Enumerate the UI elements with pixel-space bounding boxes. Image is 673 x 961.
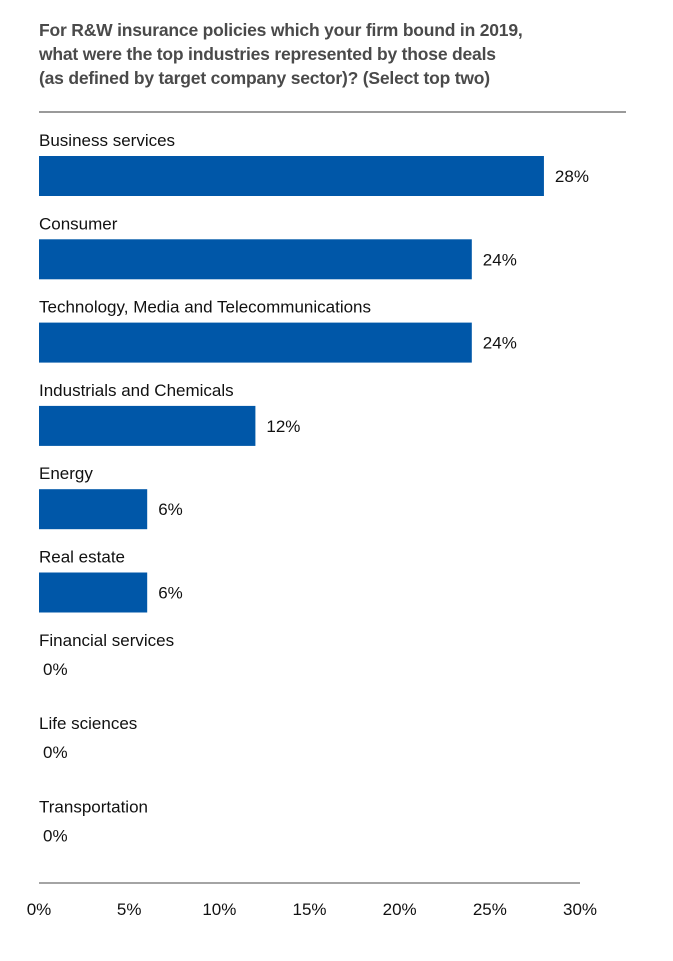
category-label: Energy [39,464,93,483]
category-label: Real estate [39,548,125,567]
x-tick-label: 15% [292,900,326,919]
value-label: 12% [266,417,300,436]
chart-title-line: (as defined by target company sector)? (… [39,68,490,88]
bar [39,239,472,280]
chart-title: For R&W insurance policies which your fi… [39,18,639,90]
value-label: 0% [43,660,68,679]
value-label: 0% [43,743,68,762]
category-label: Transportation [39,797,148,816]
bar [39,322,472,363]
x-tick-label: 20% [383,900,417,919]
value-label: 28% [555,167,589,186]
category-label: Financial services [39,631,174,650]
value-label: 6% [158,584,183,603]
chart-title-line: what were the top industries represented… [39,44,496,64]
category-label: Life sciences [39,714,137,733]
bar [39,489,148,530]
category-label: Consumer [39,214,118,233]
category-label: Technology, Media and Telecommunications [39,298,371,317]
value-label: 6% [158,500,183,519]
bar [39,156,544,196]
x-tick-label: 25% [473,900,507,919]
x-tick-label: 30% [563,900,597,919]
value-label: 24% [483,334,517,353]
title-divider [39,111,626,113]
x-tick-label: 0% [27,900,52,919]
category-label: Business services [39,131,175,150]
x-tick-label: 5% [117,900,142,919]
x-tick-label: 10% [202,900,236,919]
category-label: Industrials and Chemicals [39,381,234,400]
bar [39,405,256,446]
value-label: 0% [43,826,68,845]
chart-title-line: For R&W insurance policies which your fi… [39,20,523,40]
value-label: 24% [483,250,517,269]
bar [39,572,148,613]
